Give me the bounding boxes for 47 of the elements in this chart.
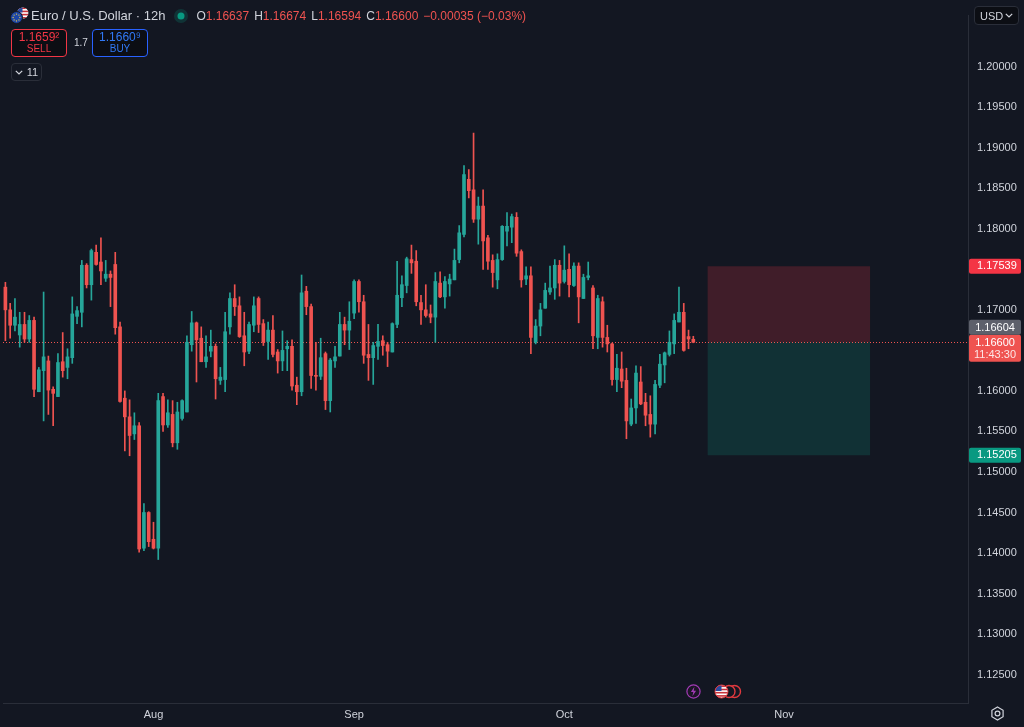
y-tick-label: 1.19500 (977, 100, 1017, 113)
annotation: 1.7 (74, 37, 88, 49)
ref-line-label: 1.16600 (975, 335, 1015, 348)
y-tick-label: 1.14500 (977, 505, 1017, 518)
currency-dropdown: USD (974, 6, 1019, 25)
annotation: BUY (109, 43, 131, 55)
annotation: O1.16637 (196, 8, 250, 23)
annotation: C1.16600 (366, 8, 419, 23)
y-tick-label: 1.16000 (977, 383, 1017, 396)
y-tick-label: 1.12500 (977, 667, 1017, 680)
candlestick (285, 340, 290, 371)
candlestick (380, 335, 385, 356)
y-tick-label: 1.13000 (977, 627, 1017, 640)
candlestick (423, 284, 428, 318)
candlestick (648, 395, 653, 438)
candlestick (208, 329, 213, 358)
buy-button: 1.1660⁹ BUY (92, 29, 148, 57)
toggle-button: 11 (11, 63, 42, 81)
y-tick-label: 1.17539 (977, 259, 1017, 272)
y-tick-label: 1.14000 (977, 546, 1017, 559)
annotation: H1.16674 (254, 8, 307, 23)
y-tick-label: 1.15500 (977, 424, 1017, 437)
candlestick (524, 266, 528, 286)
annotation: L1.16594 (311, 8, 362, 23)
y-tick-label: 1.18000 (977, 221, 1017, 234)
y-tick-label: 1.20000 (977, 59, 1017, 72)
y-tick-label: 1.18500 (977, 181, 1017, 194)
x-tick-label: Oct (555, 707, 573, 720)
candlestick (204, 335, 208, 368)
x-tick-label: Nov (774, 707, 795, 720)
annotation: 1.1659² (18, 30, 60, 44)
y-tick-label: 1.17000 (977, 302, 1017, 315)
text: 11:43:30 (973, 347, 1017, 360)
chart-title: Euro / U.S. Dollar · 12h (31, 8, 166, 23)
candlestick (103, 260, 108, 282)
y-tick-label: 1.13500 (977, 586, 1017, 599)
y-tick-label: 1.15205 (977, 448, 1017, 461)
x-tick-label: Sep (344, 707, 364, 720)
sell-button: 1.1659² SELL (11, 29, 67, 57)
annotation: 1.1660⁹ (99, 30, 141, 44)
y-tick-label: 1.19000 (977, 140, 1017, 153)
annotation: SELL (26, 43, 52, 55)
annotation: −0.00035 (−0.03%) (423, 8, 527, 23)
y-tick-label: 1.15000 (977, 465, 1017, 478)
text: 1.16604 (975, 320, 1015, 333)
x-tick-label: Aug (143, 707, 164, 720)
annotation: 11 (26, 66, 39, 78)
